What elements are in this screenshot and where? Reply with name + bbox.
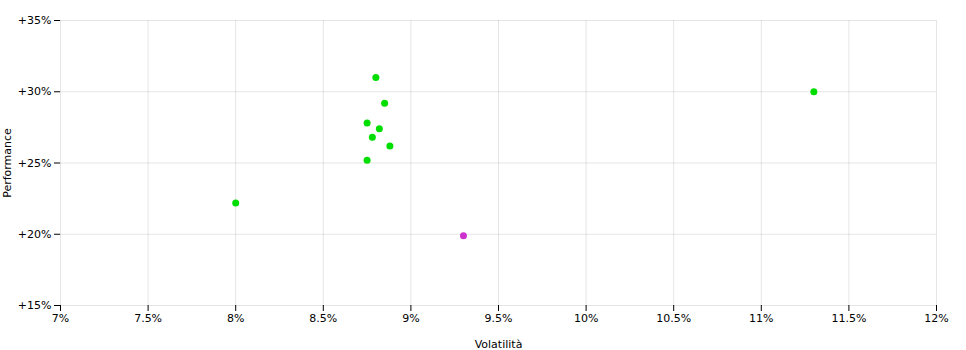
svg-text:10.5%: 10.5%: [656, 312, 691, 325]
svg-text:7.5%: 7.5%: [134, 312, 162, 325]
svg-text:11.5%: 11.5%: [831, 312, 866, 325]
svg-text:+25%: +25%: [18, 157, 52, 170]
svg-text:9%: 9%: [402, 312, 419, 325]
svg-text:+15%: +15%: [18, 299, 52, 312]
svg-text:8.5%: 8.5%: [309, 312, 337, 325]
svg-text:12%: 12%: [924, 312, 948, 325]
svg-text:Performance: Performance: [1, 128, 14, 198]
svg-text:9.5%: 9.5%: [485, 312, 513, 325]
svg-text:+35%: +35%: [18, 14, 52, 27]
svg-text:7%: 7%: [52, 312, 69, 325]
svg-text:10%: 10%: [574, 312, 598, 325]
svg-text:+20%: +20%: [18, 228, 52, 241]
svg-text:+30%: +30%: [18, 85, 52, 98]
svg-text:Volatilità: Volatilità: [475, 338, 523, 350]
svg-text:8%: 8%: [227, 312, 244, 325]
svg-text:11%: 11%: [749, 312, 773, 325]
